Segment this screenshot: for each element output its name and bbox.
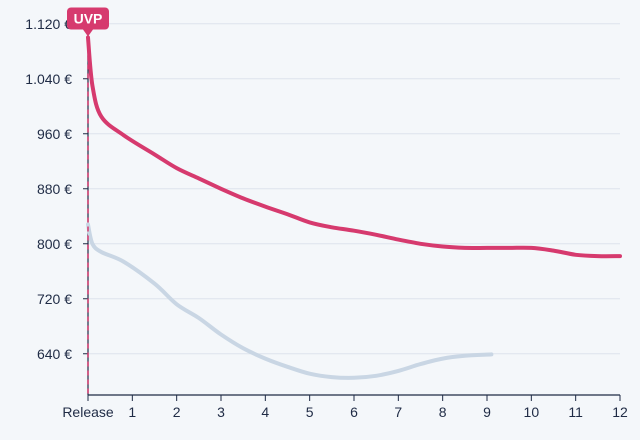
x-tick-label: 11 bbox=[568, 404, 583, 420]
x-tick-label: 5 bbox=[306, 404, 314, 420]
y-tick-label: 1.120 € bbox=[25, 16, 72, 32]
x-tick-label: Release bbox=[62, 404, 114, 420]
uvp-badge bbox=[67, 7, 109, 30]
x-tick-label: 10 bbox=[524, 404, 540, 420]
x-tick-label: 1 bbox=[128, 404, 136, 420]
series-lines bbox=[86, 35, 622, 380]
y-axis: 1.120 € 1.040 € 960 € 880 € 800 € 720 € 640 € bbox=[25, 10, 89, 395]
y-tick-label: 800 € bbox=[37, 236, 72, 252]
x-tick-label: 3 bbox=[217, 404, 225, 420]
x-tick-label: 9 bbox=[483, 404, 491, 420]
uvp-marker: UVP bbox=[67, 7, 109, 395]
y-tick-label: 640 € bbox=[37, 346, 72, 362]
y-tick-label: 960 € bbox=[37, 126, 72, 142]
x-tick-label: 8 bbox=[439, 404, 447, 420]
x-tick-label: 2 bbox=[173, 404, 181, 420]
series-line-1 bbox=[86, 35, 622, 259]
x-tick-label: 4 bbox=[261, 404, 269, 420]
y-tick-label: 880 € bbox=[37, 181, 72, 197]
grid bbox=[88, 23, 620, 355]
uvp-label: UVP bbox=[74, 11, 103, 27]
x-tick-label: 6 bbox=[350, 404, 358, 420]
uvp-badge-pointer bbox=[83, 29, 93, 37]
x-tick-label: 12 bbox=[612, 404, 628, 420]
x-tick-label: 7 bbox=[394, 404, 402, 420]
y-tick-label: 720 € bbox=[37, 291, 72, 307]
series-line-2 bbox=[86, 222, 494, 380]
x-axis: Release 1 2 3 4 5 6 7 8 9 10 11 12 bbox=[62, 394, 628, 420]
y-tick-label: 1.040 € bbox=[25, 71, 72, 87]
